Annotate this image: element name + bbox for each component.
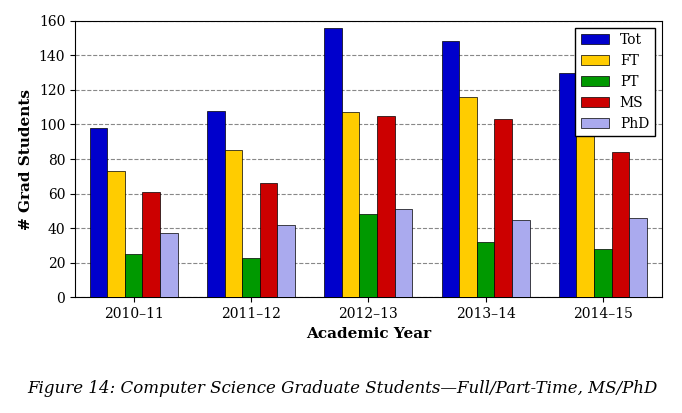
Bar — [224, 150, 242, 297]
Bar — [107, 171, 125, 297]
Bar — [260, 183, 278, 297]
Bar — [125, 254, 143, 297]
Bar — [89, 128, 107, 297]
Bar — [459, 97, 477, 297]
X-axis label: Academic Year: Academic Year — [306, 327, 431, 341]
Bar — [494, 119, 512, 297]
Bar — [325, 28, 342, 297]
Bar — [242, 258, 260, 297]
Bar — [629, 218, 647, 297]
Bar — [612, 152, 629, 297]
Bar — [477, 242, 494, 297]
Bar — [512, 220, 529, 297]
Bar — [395, 209, 412, 297]
Legend: Tot, FT, PT, MS, PhD: Tot, FT, PT, MS, PhD — [576, 28, 655, 136]
Y-axis label: # Grad Students: # Grad Students — [19, 88, 33, 230]
Text: Figure 14: Computer Science Graduate Students—Full/Part-Time, MS/PhD: Figure 14: Computer Science Graduate Stu… — [27, 380, 657, 397]
Bar — [377, 116, 395, 297]
Bar — [143, 192, 160, 297]
Bar — [342, 112, 359, 297]
Bar — [359, 214, 377, 297]
Bar — [594, 249, 612, 297]
Bar — [207, 111, 224, 297]
Bar — [278, 225, 295, 297]
Bar — [576, 121, 594, 297]
Bar — [160, 233, 177, 297]
Bar — [559, 73, 576, 297]
Bar — [442, 41, 459, 297]
